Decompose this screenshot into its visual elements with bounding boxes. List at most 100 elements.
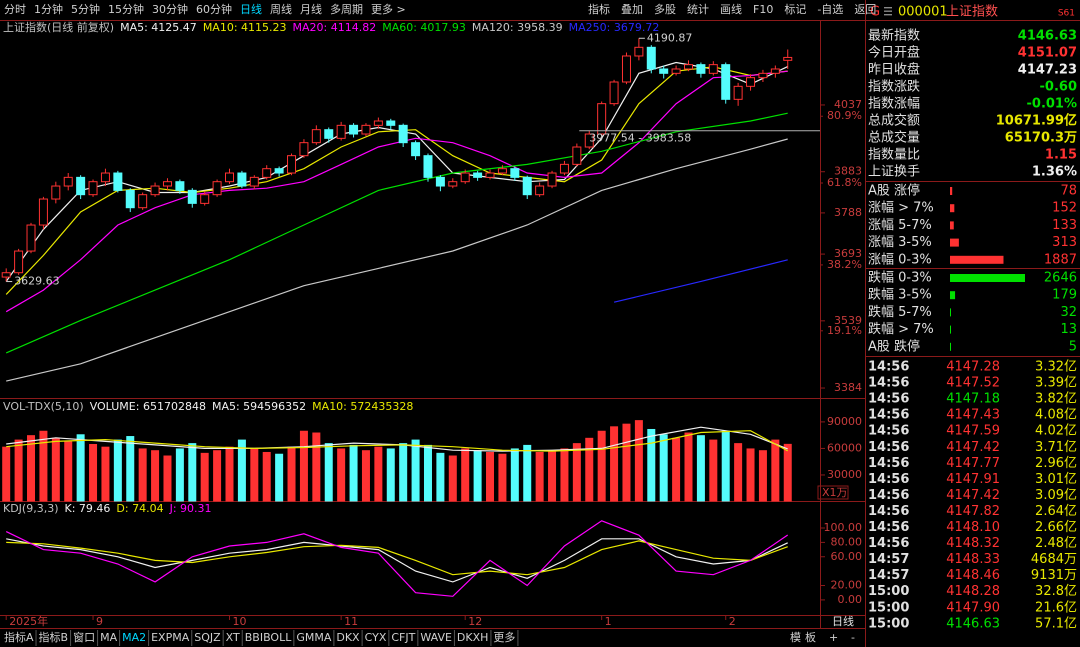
indicator-tab[interactable]: DKXH <box>457 631 489 644</box>
candle-body <box>423 155 433 178</box>
candle-body <box>448 181 458 187</box>
indicator-tab[interactable]: XT <box>226 631 240 644</box>
indicator-tab[interactable]: CYX <box>365 631 387 644</box>
candle-body <box>584 133 594 148</box>
breadth-count: 133 <box>1052 218 1077 233</box>
y-tick-label: 4037 <box>834 98 862 111</box>
breadth-label: 涨幅 > 7% <box>868 201 934 216</box>
indicator-tab[interactable]: BBIBOLL <box>245 631 292 644</box>
tool-button[interactable]: 标记 <box>784 2 806 16</box>
candle-body <box>696 64 706 74</box>
tool-button[interactable]: 返回 <box>854 3 876 16</box>
indicator-tab[interactable]: DKX <box>336 631 360 644</box>
x-tick-label: 2025年 <box>9 614 48 628</box>
tool-button[interactable]: 画线 <box>720 2 742 16</box>
indicator-tab[interactable]: CFJT <box>391 631 415 644</box>
candle-body <box>510 168 520 178</box>
trade-amount: 21.6亿 <box>1035 600 1077 615</box>
candle-body <box>411 142 421 157</box>
period-tab[interactable]: 5分钟 <box>71 2 100 16</box>
trade-time: 14:56 <box>868 440 909 455</box>
stat-value: 65170.3万 <box>1005 131 1077 146</box>
menu-icon[interactable] <box>884 7 892 16</box>
volume-bar <box>721 430 730 502</box>
tool-button[interactable]: 叠加 <box>621 3 643 16</box>
breadth-label: 跌幅 > 7% <box>868 321 934 337</box>
indicator-tab[interactable]: EXPMA <box>151 631 190 644</box>
tool-button[interactable]: 指标 <box>588 2 610 16</box>
candle-body <box>597 103 607 135</box>
indicator-tab[interactable]: 指标A <box>4 630 34 644</box>
indicator-tab[interactable]: 更多 <box>493 630 515 644</box>
breadth-bar <box>950 325 951 334</box>
volume-bar <box>188 443 197 502</box>
indicator-tab[interactable]: WAVE <box>420 631 452 644</box>
period-tab[interactable]: 更多 > <box>371 2 406 16</box>
stat-value: -0.60 <box>1040 80 1077 95</box>
legend-entry: VOLUME: 651702848 <box>90 400 206 413</box>
period-tab[interactable]: 周线 <box>270 2 292 16</box>
indicator-tab[interactable]: MA2 <box>122 631 146 644</box>
candle-body <box>125 189 135 209</box>
y-tick-label: 3883 <box>834 165 862 178</box>
volume-bar <box>436 452 445 502</box>
breadth-count: 1887 <box>1044 252 1077 267</box>
period-tab[interactable]: 1分钟 <box>34 2 63 16</box>
period-tab[interactable]: 60分钟 <box>196 2 232 16</box>
tool-button[interactable]: -自选 <box>817 3 843 16</box>
period-tab[interactable]: 日线 <box>240 2 262 16</box>
candle-body <box>299 142 309 157</box>
indicator-tab[interactable]: 窗口 <box>73 630 95 644</box>
level-label: 61.8% <box>827 176 862 189</box>
stat-value: 1.15 <box>1045 148 1077 163</box>
legend-entry: J: 90.31 <box>169 502 212 515</box>
stat-value: 4146.63 <box>1018 29 1077 44</box>
tool-button[interactable]: 统计 <box>687 3 709 16</box>
volume-bar <box>696 435 705 502</box>
volume-bar <box>647 428 656 502</box>
template-button[interactable]: 模板 <box>790 630 820 644</box>
volume-bar <box>622 423 631 502</box>
period-tab[interactable]: 30分钟 <box>152 2 188 16</box>
volume-bar <box>324 443 333 502</box>
period-tab[interactable]: 多周期 <box>330 2 363 16</box>
volume-bar <box>448 455 457 502</box>
period-label[interactable]: 日线 <box>832 614 854 628</box>
trade-time: 14:56 <box>868 408 909 423</box>
volume-bar <box>175 448 184 502</box>
trade-amount: 3.39亿 <box>1035 376 1077 391</box>
candle-body <box>609 81 619 105</box>
trade-time: 15:00 <box>868 584 909 599</box>
tool-button[interactable]: 多股 <box>654 2 676 16</box>
level-label: 80.9% <box>827 109 862 122</box>
indicator-tab[interactable]: SQJZ <box>194 631 221 644</box>
candle-body <box>473 172 483 178</box>
legend-entry: MA20: 4114.82 <box>293 21 377 34</box>
volume-bar <box>659 434 668 502</box>
breadth-count: 13 <box>1060 322 1077 337</box>
zoom-in[interactable]: + <box>829 631 838 644</box>
trade-price: 4146.63 <box>946 616 1000 631</box>
trade-amount: 3.32亿 <box>1035 360 1077 375</box>
indicator-tab[interactable]: MA <box>100 631 117 644</box>
indicator-tab[interactable]: GMMA <box>296 631 332 644</box>
period-tab[interactable]: 15分钟 <box>108 2 144 16</box>
tool-button[interactable]: F10 <box>753 3 773 16</box>
zoom-out[interactable]: - <box>851 631 855 644</box>
volume-bar <box>337 448 346 502</box>
indicator-tab[interactable]: 指标B <box>39 630 69 644</box>
period-tab[interactable]: 分时 <box>4 3 26 16</box>
trade-price: 4148.46 <box>946 568 1000 583</box>
stat-label: 上证换手 <box>868 165 920 180</box>
trade-price: 4147.59 <box>946 424 1000 439</box>
stat-value: 4147.23 <box>1018 63 1077 78</box>
candle-body <box>14 250 24 274</box>
volume-bar <box>262 451 271 502</box>
indicator-line <box>5 520 789 597</box>
trade-time: 14:56 <box>868 376 909 391</box>
volume-bar <box>461 448 470 502</box>
period-tab[interactable]: 月线 <box>300 2 322 16</box>
trade-price: 4147.28 <box>946 360 1000 375</box>
breadth-label: 涨幅 5-7% <box>868 218 932 233</box>
candle-body <box>659 68 669 74</box>
